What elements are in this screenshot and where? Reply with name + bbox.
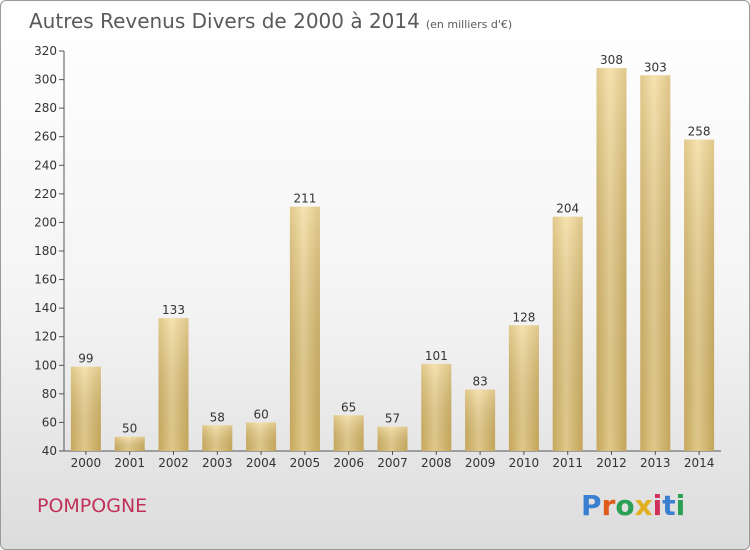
bar-shade-2003 xyxy=(202,425,233,451)
y-tick-label: 280 xyxy=(34,101,57,115)
x-tick-label: 2006 xyxy=(333,456,364,470)
bar-shade-2012 xyxy=(596,68,627,452)
bar-shade-2010 xyxy=(508,325,539,451)
value-label: 101 xyxy=(425,349,448,363)
chart-subtitle: (en milliers d'€) xyxy=(425,18,513,31)
x-tick-label: 2013 xyxy=(640,456,671,470)
value-label: 211 xyxy=(293,192,316,206)
bar-shade-2011 xyxy=(552,216,583,451)
chart-value-labels: 99 50 133 58 60 211 65 57 101 83 128 204 308 303 258 xyxy=(78,53,710,436)
x-tick-label: 2004 xyxy=(246,456,277,470)
x-tick-label: 2003 xyxy=(202,456,233,470)
bar-shade-2000 xyxy=(70,366,101,451)
value-label: 303 xyxy=(644,60,667,74)
y-tick-label: 120 xyxy=(34,330,57,344)
x-tick-label: 2007 xyxy=(377,456,408,470)
bar-shade-2009 xyxy=(465,389,496,451)
bar-shade-2007 xyxy=(377,426,408,451)
y-tick-label: 80 xyxy=(42,387,57,401)
value-label: 65 xyxy=(341,400,356,414)
value-label: 99 xyxy=(78,352,93,366)
value-label: 50 xyxy=(122,422,137,436)
logo-letter: r xyxy=(601,489,616,522)
x-tick-label: 2011 xyxy=(552,456,583,470)
value-label: 258 xyxy=(688,125,711,139)
y-tick-label: 140 xyxy=(34,301,57,315)
y-tick-label: 300 xyxy=(34,73,57,87)
x-tick-label: 2009 xyxy=(465,456,496,470)
y-tick-label: 180 xyxy=(34,244,57,258)
bar-shade-2004 xyxy=(246,422,277,451)
value-label: 83 xyxy=(472,375,487,389)
town-name: POMPOGNE xyxy=(37,495,148,517)
value-label: 58 xyxy=(210,410,225,424)
bar-shade-2002 xyxy=(158,318,189,451)
bar-shade-2006 xyxy=(333,415,364,451)
chart-title: Autres Revenus Divers de 2000 à 2014 (en … xyxy=(29,9,512,33)
x-tick-label: 2010 xyxy=(509,456,540,470)
logo-letter: x xyxy=(634,489,653,522)
logo-letter: P xyxy=(581,489,602,522)
bar-shade-2013 xyxy=(640,75,671,452)
logo-letter: t xyxy=(662,489,676,522)
y-tick-label: 160 xyxy=(34,273,57,287)
bar-shade-2008 xyxy=(421,363,452,451)
chart-bars xyxy=(70,68,715,452)
x-tick-label: 2000 xyxy=(71,456,102,470)
value-label: 57 xyxy=(385,412,400,426)
bar-shade-2001 xyxy=(114,436,145,451)
value-label: 204 xyxy=(556,202,579,216)
y-tick-label: 220 xyxy=(34,187,57,201)
x-tick-label: 2012 xyxy=(596,456,627,470)
x-tick-label: 2001 xyxy=(114,456,145,470)
logo-letter: o xyxy=(615,489,635,522)
bar-shade-2014 xyxy=(684,139,715,452)
y-tick-label: 60 xyxy=(42,415,57,429)
x-tick-label: 2005 xyxy=(290,456,321,470)
value-label: 128 xyxy=(512,310,535,324)
x-tick-label: 2008 xyxy=(421,456,452,470)
y-tick-label: 40 xyxy=(42,444,57,458)
logo-letter: i xyxy=(675,489,686,522)
proxiti-logo: Proxiti xyxy=(581,489,685,522)
value-label: 308 xyxy=(600,53,623,67)
value-label: 60 xyxy=(253,407,268,421)
chart-title-text: Autres Revenus Divers de 2000 à 2014 xyxy=(29,9,420,33)
bar-shade-2005 xyxy=(289,206,320,451)
value-label: 133 xyxy=(162,303,185,317)
chart-axes: 40 60 80 100 120 140 160 180 200 220 240 260 280 300 3… xyxy=(34,44,721,470)
y-tick-label: 320 xyxy=(34,44,57,58)
y-tick-label: 100 xyxy=(34,358,57,372)
y-tick-label: 200 xyxy=(34,215,57,229)
logo-letter: i xyxy=(652,489,663,522)
x-tick-label: 2014 xyxy=(684,456,715,470)
y-tick-label: 260 xyxy=(34,130,57,144)
y-tick-label: 240 xyxy=(34,158,57,172)
x-tick-label: 2002 xyxy=(158,456,189,470)
